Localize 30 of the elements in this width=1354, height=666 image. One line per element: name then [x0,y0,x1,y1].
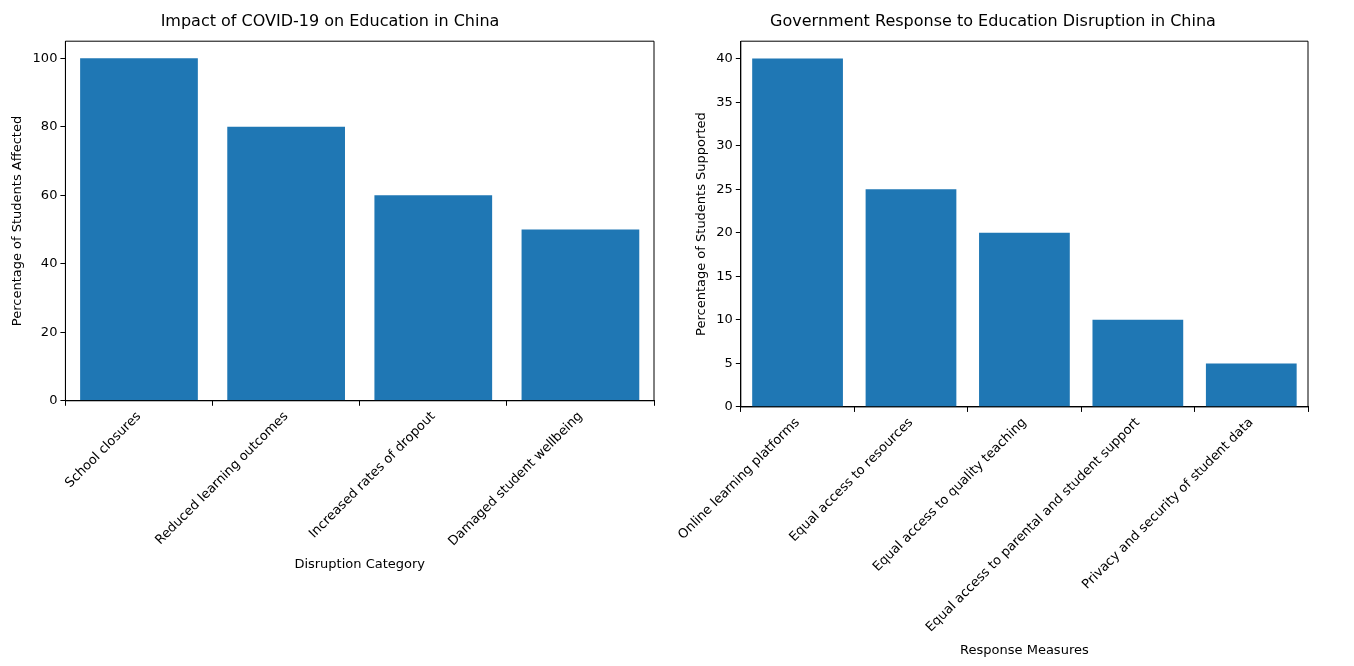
bar [1205,363,1297,407]
bar [1092,319,1184,407]
y-tick-label: 20 [716,224,733,240]
y-tick-label: 60 [40,186,58,202]
bar [227,126,345,401]
bar [865,189,957,407]
y-tick-label: 80 [40,118,58,134]
y-axis-title: Percentage of Students Affected [9,115,25,327]
y-axis-title: Percentage of Students Supported [692,112,708,336]
chart-title: Impact of COVID-19 on Education in China [160,10,500,30]
bar [374,195,493,401]
y-tick-label: 0 [49,392,58,408]
x-axis-title: Response Measures [960,641,1089,657]
y-tick-label: 0 [724,398,733,414]
y-tick-label: 100 [32,49,58,65]
y-tick-label: 25 [716,180,733,196]
bar [979,232,1070,407]
x-axis-title: Disruption Category [294,555,426,571]
y-tick-label: 15 [716,267,733,283]
y-tick-label: 5 [724,354,733,370]
bar [80,58,198,401]
y-tick-label: 40 [40,255,58,271]
bar [521,229,640,401]
y-tick-label: 30 [716,137,733,153]
bar [752,58,843,407]
y-tick-label: 40 [716,49,733,65]
y-tick-label: 35 [716,93,733,109]
y-tick-label: 20 [40,323,58,339]
chart-title: Government Response to Education Disruption in China [770,10,1216,30]
y-tick-label: 10 [716,311,733,327]
